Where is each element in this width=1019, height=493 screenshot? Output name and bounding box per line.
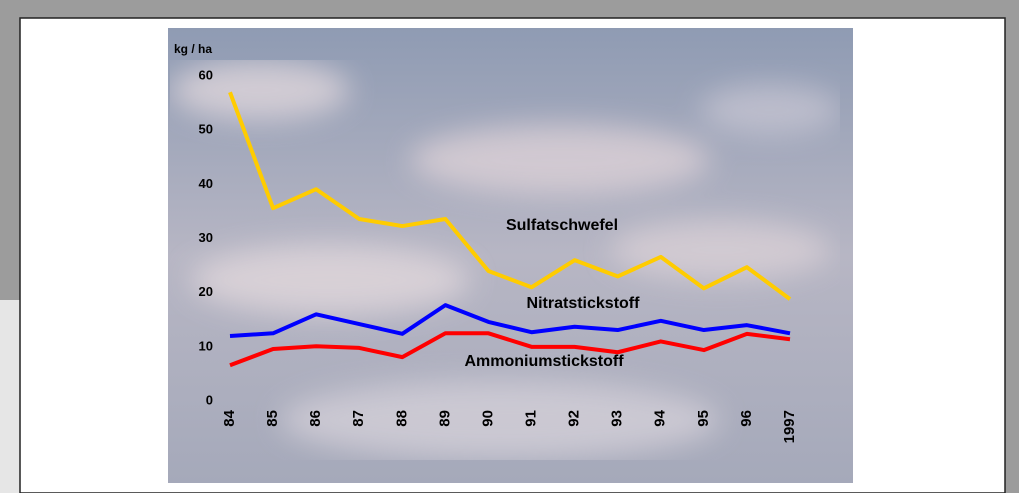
series-label: Nitratstickstoff [527, 295, 641, 312]
series-label: Sulfatschwefel [506, 217, 618, 234]
x-tick-label: 93 [609, 410, 626, 427]
x-tick-label: 84 [221, 409, 238, 426]
x-tick-label: 86 [307, 410, 324, 427]
x-tick-label: 91 [523, 410, 540, 427]
x-tick-label: 87 [350, 410, 367, 427]
y-tick-label: 0 [206, 392, 213, 407]
series-label: Ammoniumstickstoff [464, 353, 624, 370]
y-tick-label: 10 [199, 338, 213, 353]
series-line [229, 303, 791, 338]
y-tick-label: 60 [199, 67, 213, 82]
x-tick-label: 92 [566, 410, 583, 427]
x-tick-label: 90 [479, 410, 496, 427]
series-line [229, 331, 791, 368]
y-tick-label: 30 [199, 230, 213, 245]
chart-background [168, 28, 853, 483]
frame-strip [0, 300, 20, 493]
y-tick-label: 50 [199, 122, 213, 137]
y-tick-label: 40 [199, 176, 213, 191]
x-tick-label: 88 [393, 410, 410, 427]
x-tick-label: 85 [264, 410, 281, 427]
y-tick-label: 20 [199, 284, 213, 299]
x-tick-label: 96 [738, 410, 755, 427]
x-tick-label: 1997 [781, 410, 798, 443]
y-axis-label: kg / ha [174, 42, 212, 56]
series-line [228, 91, 792, 301]
x-tick-label: 89 [436, 410, 453, 427]
x-tick-label: 94 [652, 409, 669, 426]
x-tick-label: 95 [695, 410, 712, 427]
